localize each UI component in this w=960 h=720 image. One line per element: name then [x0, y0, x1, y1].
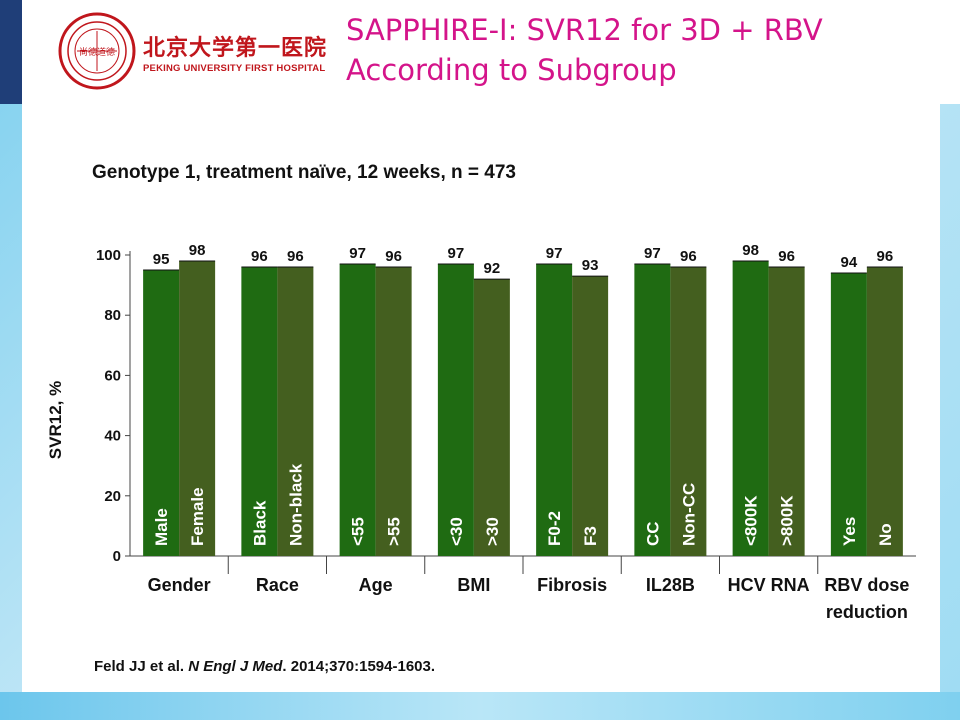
bar: [572, 276, 609, 556]
bar-subgroup-label: F0-2: [545, 511, 564, 546]
bar-subgroup-label: >30: [483, 517, 502, 546]
bar-value-label: 97: [349, 245, 366, 262]
y-tick-label: 0: [113, 548, 121, 565]
bar-subgroup-label: Female: [188, 487, 207, 546]
bar: [179, 261, 216, 556]
bar-subgroup-label: >55: [385, 517, 404, 546]
bar-value-label: 97: [448, 245, 465, 262]
hospital-name-chinese: 北京大学第一医院: [143, 36, 328, 61]
slide-title-line2: According to Subgroup: [346, 53, 677, 87]
bar: [375, 267, 412, 556]
bar-subgroup-label: F3: [581, 526, 600, 546]
bar-subgroup-label: <30: [447, 517, 466, 546]
bar: [634, 264, 671, 556]
slide-title-line1: SAPPHIRE-I: SVR12 for 3D + RBV: [346, 13, 823, 47]
y-tick-label: 60: [104, 367, 121, 384]
header-accent-bar: [0, 0, 22, 104]
bar-value-label: 96: [778, 248, 795, 265]
bar: [732, 261, 769, 556]
bar-subgroup-label: CC: [643, 521, 662, 546]
bar: [536, 264, 573, 556]
citation-details: . 2014;370:1594-1603.: [282, 658, 436, 675]
x-category-label: reduction: [826, 602, 908, 622]
bar-value-label: 97: [546, 245, 563, 262]
x-category-label: IL28B: [646, 575, 695, 595]
x-category-label: Fibrosis: [537, 575, 607, 595]
bar-subgroup-label: No: [876, 523, 895, 546]
citation-journal: N Engl J Med: [188, 658, 283, 675]
bar-value-label: 98: [742, 242, 759, 259]
slide-header: [22, 0, 960, 104]
citation-authors: Feld JJ et al.: [94, 658, 189, 675]
bar-subgroup-label: >800K: [778, 495, 797, 546]
bar-subgroup-label: Non-black: [286, 463, 305, 546]
bar-value-label: 97: [644, 245, 661, 262]
y-tick-label: 100: [96, 247, 121, 264]
bar: [241, 267, 278, 556]
bar-subgroup-label: Non-CC: [679, 483, 698, 546]
bar-value-label: 96: [877, 248, 894, 265]
x-category-label: Gender: [148, 575, 211, 595]
bar: [866, 267, 903, 556]
chart-title: Genotype 1, treatment naïve, 12 weeks, n…: [92, 162, 517, 183]
bar: [473, 279, 510, 556]
bar-value-label: 96: [680, 248, 697, 265]
bar: [339, 264, 376, 556]
bar: [830, 273, 867, 556]
bar-value-label: 96: [287, 248, 304, 265]
x-category-label: BMI: [457, 575, 490, 595]
seal-lettering: 尚德道德: [79, 46, 115, 57]
bar: [437, 264, 474, 556]
bar-value-label: 96: [385, 248, 402, 265]
bar: [277, 267, 314, 556]
bar-value-label: 93: [582, 257, 599, 274]
bar-subgroup-label: <55: [349, 517, 368, 546]
bar-subgroup-label: Yes: [840, 517, 859, 546]
bar-subgroup-label: Male: [152, 508, 171, 546]
bar-value-label: 95: [153, 251, 170, 268]
slide-bottom-band: [0, 692, 960, 720]
x-category-label: Age: [359, 575, 393, 595]
bar: [143, 270, 180, 556]
bar-value-label: 92: [484, 260, 501, 277]
x-category-label: Race: [256, 575, 299, 595]
citation: Feld JJ et al. N Engl J Med. 2014;370:15…: [94, 658, 435, 675]
bar-value-label: 94: [841, 254, 858, 271]
y-tick-label: 80: [104, 307, 121, 324]
x-category-label: HCV RNA: [728, 575, 810, 595]
y-tick-label: 20: [104, 488, 121, 505]
bar-value-label: 98: [189, 242, 206, 259]
slide-title: SAPPHIRE-I: SVR12 for 3D + RBV According…: [346, 10, 823, 90]
bar-value-label: 96: [251, 248, 268, 265]
bar: [768, 267, 805, 556]
hospital-name-english: PEKING UNIVERSITY FIRST HOSPITAL: [143, 63, 326, 74]
bar-subgroup-label: <800K: [742, 495, 761, 546]
bar: [670, 267, 707, 556]
x-category-label: RBV dose: [824, 575, 909, 595]
y-tick-label: 40: [104, 428, 121, 445]
bar-subgroup-label: Black: [250, 500, 269, 546]
university-seal-logo: 尚德道德: [58, 12, 136, 90]
